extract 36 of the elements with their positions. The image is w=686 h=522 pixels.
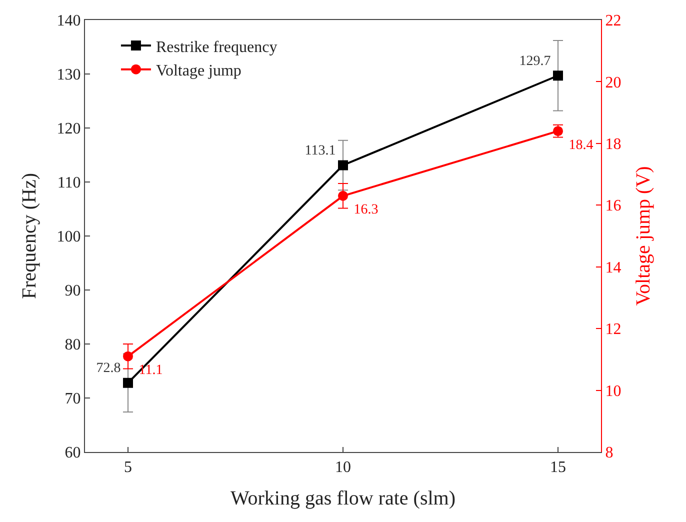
- y2-tick-label: 20: [605, 74, 622, 92]
- x-tick-label: 5: [124, 459, 132, 476]
- y-tick-label: 120: [56, 120, 81, 138]
- x-tick-label: 15: [550, 459, 566, 476]
- y2-axis-title: Voltage jump (V): [632, 166, 655, 306]
- y-axis-title: Frequency (Hz): [18, 172, 40, 300]
- y-tick-label: 130: [56, 66, 81, 84]
- legend-label: Restrike frequency: [156, 38, 278, 56]
- data-label: 113.1: [304, 144, 336, 159]
- point: [338, 160, 348, 170]
- data-label: 18.4: [565, 138, 594, 153]
- x-tick-label: 10: [335, 459, 351, 476]
- y-tick-label: 100: [56, 228, 81, 246]
- point: [123, 378, 133, 388]
- y2-tick-label: 10: [605, 382, 622, 400]
- point: [123, 351, 133, 362]
- y2-tick-label: 12: [605, 321, 622, 338]
- y-tick-label: 110: [57, 174, 81, 192]
- data-label: 72.8: [96, 361, 121, 376]
- y2-tick-label: 16: [605, 198, 622, 215]
- y2-tick-label: 14: [605, 259, 622, 276]
- y-tick-label: 140: [56, 12, 81, 30]
- data-label: 11.1: [135, 363, 163, 378]
- point: [553, 70, 563, 81]
- legend-label: Voltage jump: [156, 62, 242, 80]
- y2-tick-label: 22: [605, 12, 622, 30]
- y-tick-label: 60: [64, 444, 81, 462]
- point: [338, 190, 348, 201]
- data-label: 16.3: [350, 202, 378, 218]
- y-tick-label: 80: [64, 336, 81, 354]
- y-tick-label: 90: [64, 282, 81, 300]
- y-tick-label: 70: [64, 390, 81, 408]
- y2-tick-label: 18: [605, 136, 622, 154]
- data-label: 129.7: [519, 54, 551, 69]
- x-axis-title: Working gas flow rate (slm): [230, 488, 456, 510]
- y2-tick-label: 8: [605, 444, 614, 462]
